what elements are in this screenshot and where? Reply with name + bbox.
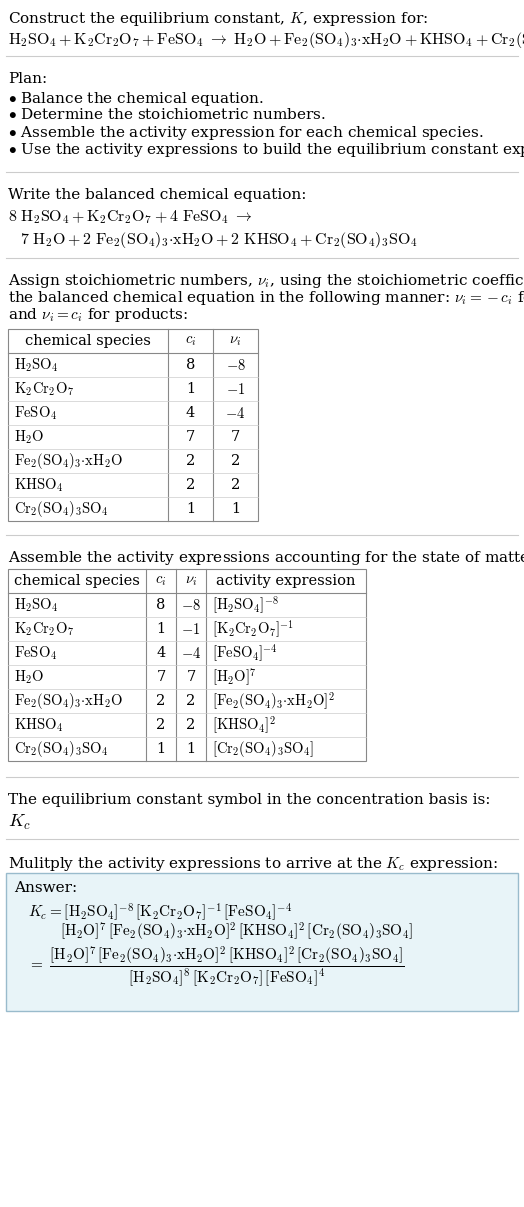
Text: $[\mathrm{K_2Cr_2O_7}]^{-1}$: $[\mathrm{K_2Cr_2O_7}]^{-1}$ [212,618,294,640]
Text: 2: 2 [231,454,240,468]
Text: $\bullet$ Assemble the activity expression for each chemical species.: $\bullet$ Assemble the activity expressi… [8,124,484,142]
Text: Answer:: Answer: [14,881,77,896]
Text: $\mathrm{H_2SO_4}$: $\mathrm{H_2SO_4}$ [14,596,59,614]
Text: $[\mathrm{FeSO_4}]^{-4}$: $[\mathrm{FeSO_4}]^{-4}$ [212,642,278,664]
Text: $\mathrm{Cr_2(SO_4)_3SO_4}$: $\mathrm{Cr_2(SO_4)_3SO_4}$ [14,739,108,759]
Text: $[\mathrm{Fe_2(SO_4)_3{\cdot}xH_2O}]^2$: $[\mathrm{Fe_2(SO_4)_3{\cdot}xH_2O}]^2$ [212,690,335,712]
Text: $\mathrm{KHSO_4}$: $\mathrm{KHSO_4}$ [14,477,63,494]
Text: $-4$: $-4$ [225,406,246,420]
Text: 7: 7 [186,430,195,444]
Text: $\bullet$ Determine the stoichiometric numbers.: $\bullet$ Determine the stoichiometric n… [8,107,326,122]
Text: $-8$: $-8$ [181,597,201,612]
Text: $\mathrm{H_2O}$: $\mathrm{H_2O}$ [14,669,45,686]
Text: $\nu_i$: $\nu_i$ [230,334,242,348]
Text: $\mathrm{Fe_2(SO_4)_3{\cdot}xH_2O}$: $\mathrm{Fe_2(SO_4)_3{\cdot}xH_2O}$ [14,690,123,711]
Text: The equilibrium constant symbol in the concentration basis is:: The equilibrium constant symbol in the c… [8,793,490,807]
Text: $\mathrm{H_2SO_4}$: $\mathrm{H_2SO_4}$ [14,356,59,374]
Text: $\mathrm{Cr_2(SO_4)_3SO_4}$: $\mathrm{Cr_2(SO_4)_3SO_4}$ [14,498,108,519]
Text: 2: 2 [156,718,166,731]
Text: $c_i$: $c_i$ [185,334,196,348]
Text: $\mathrm{H_2SO_4 + K_2Cr_2O_7 + FeSO_4}$$\ \rightarrow\ $$\mathrm{H_2O + Fe_2(SO: $\mathrm{H_2SO_4 + K_2Cr_2O_7 + FeSO_4}$… [8,30,524,49]
Text: $K_c = [\mathrm{H_2SO_4}]^{-8}\,[\mathrm{K_2Cr_2O_7}]^{-1}\,[\mathrm{FeSO_4}]^{-: $K_c = [\mathrm{H_2SO_4}]^{-8}\,[\mathrm… [28,900,292,923]
Bar [8,568,366,760]
Text: chemical species: chemical species [25,334,151,348]
Text: 8: 8 [156,597,166,612]
Text: $[\mathrm{Cr_2(SO_4)_3SO_4}]$: $[\mathrm{Cr_2(SO_4)_3SO_4}]$ [212,739,314,759]
Text: $\mathrm{H_2O}$: $\mathrm{H_2O}$ [14,428,45,445]
Text: $\mathrm{FeSO_4}$: $\mathrm{FeSO_4}$ [14,404,57,421]
Text: $[\mathrm{H_2SO_4}]^{-8}$: $[\mathrm{H_2SO_4}]^{-8}$ [212,594,279,616]
Text: 2: 2 [156,694,166,709]
Text: $\nu_i$: $\nu_i$ [185,575,197,588]
Text: $\mathrm{Fe_2(SO_4)_3{\cdot}xH_2O}$: $\mathrm{Fe_2(SO_4)_3{\cdot}xH_2O}$ [14,451,123,471]
Text: Assemble the activity expressions accounting for the state of matter and $\nu_i$: Assemble the activity expressions accoun… [8,549,524,567]
Text: 2: 2 [186,478,195,492]
Text: 2: 2 [231,478,240,492]
Text: $-4$: $-4$ [181,646,201,660]
Text: Construct the equilibrium constant, $K$, expression for:: Construct the equilibrium constant, $K$,… [8,10,428,28]
Text: 7: 7 [231,430,240,444]
Text: $c_i$: $c_i$ [155,575,167,588]
Text: $\mathrm{FeSO_4}$: $\mathrm{FeSO_4}$ [14,645,57,661]
FancyBboxPatch shape [6,873,518,1011]
Text: 1: 1 [231,502,240,517]
Text: and $\nu_i = c_i$ for products:: and $\nu_i = c_i$ for products: [8,307,188,323]
Text: $[\mathrm{KHSO_4}]^2$: $[\mathrm{KHSO_4}]^2$ [212,715,276,736]
Text: 2: 2 [186,454,195,468]
Text: $7\ \mathrm{H_2O + 2\ Fe_2(SO_4)_3{\cdot}xH_2O + 2\ KHSO_4 + Cr_2(SO_4)_3SO_4}$: $7\ \mathrm{H_2O + 2\ Fe_2(SO_4)_3{\cdot… [20,231,418,250]
Text: 1: 1 [157,742,166,756]
Text: 2: 2 [187,718,195,731]
Text: 2: 2 [187,694,195,709]
Text: $=\ \dfrac{[\mathrm{H_2O}]^7\,[\mathrm{Fe_2(SO_4)_3{\cdot}xH_2O}]^2\,[\mathrm{KH: $=\ \dfrac{[\mathrm{H_2O}]^7\,[\mathrm{F… [28,945,405,989]
Text: $8\ \mathrm{H_2SO_4 + K_2Cr_2O_7 + 4\ FeSO_4}\ \rightarrow$: $8\ \mathrm{H_2SO_4 + K_2Cr_2O_7 + 4\ Fe… [8,208,253,226]
Text: Plan:: Plan: [8,72,47,86]
Text: 4: 4 [156,646,166,660]
Text: chemical species: chemical species [14,575,140,588]
Text: $-8$: $-8$ [225,357,245,373]
Text: $\mathrm{K_2Cr_2O_7}$: $\mathrm{K_2Cr_2O_7}$ [14,380,74,398]
Text: $\mathrm{KHSO_4}$: $\mathrm{KHSO_4}$ [14,716,63,734]
Text: $[\mathrm{H_2O}]^7\,[\mathrm{Fe_2(SO_4)_3{\cdot}xH_2O}]^2\,[\mathrm{KHSO_4}]^2\,: $[\mathrm{H_2O}]^7\,[\mathrm{Fe_2(SO_4)_… [60,921,413,943]
Text: 7: 7 [187,670,195,684]
Text: Mulitply the activity expressions to arrive at the $K_c$ expression:: Mulitply the activity expressions to arr… [8,855,498,873]
Text: $-1$: $-1$ [181,622,201,636]
Text: Write the balanced chemical equation:: Write the balanced chemical equation: [8,188,307,202]
Text: activity expression: activity expression [216,575,356,588]
Text: 8: 8 [186,358,195,372]
Text: $\bullet$ Use the activity expressions to build the equilibrium constant express: $\bullet$ Use the activity expressions t… [8,141,524,159]
Text: $K_c$: $K_c$ [8,814,31,832]
Text: Assign stoichiometric numbers, $\nu_i$, using the stoichiometric coefficients, $: Assign stoichiometric numbers, $\nu_i$, … [8,272,524,290]
Text: 4: 4 [186,406,195,420]
Bar [8,330,258,521]
Text: 1: 1 [186,502,195,517]
Text: $\mathrm{K_2Cr_2O_7}$: $\mathrm{K_2Cr_2O_7}$ [14,620,74,637]
Text: the balanced chemical equation in the following manner: $\nu_i = -c_i$ for react: the balanced chemical equation in the fo… [8,288,524,307]
Text: $-1$: $-1$ [226,381,245,397]
Text: 1: 1 [157,622,166,636]
Text: $\bullet$ Balance the chemical equation.: $\bullet$ Balance the chemical equation. [8,91,264,107]
Text: $[\mathrm{H_2O}]^7$: $[\mathrm{H_2O}]^7$ [212,666,257,688]
Text: 1: 1 [186,381,195,396]
Text: 1: 1 [187,742,195,756]
Text: 7: 7 [156,670,166,684]
